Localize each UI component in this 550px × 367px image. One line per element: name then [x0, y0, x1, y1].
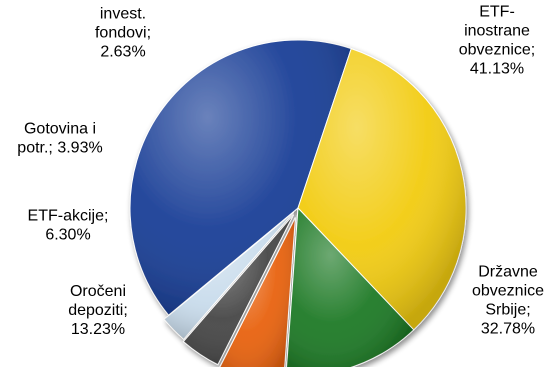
pie-slice-oroc-eni-depoziti	[286, 206, 415, 367]
pie-label-oroc-eni-depoziti: Oročeni depoziti; 13.23%	[68, 283, 128, 338]
pie-label-otvoreni-invest-fondovi: Otvoreniinvest.fondovi;2.63%	[93, 0, 153, 61]
pie-slice-etf-inostrane-obveznice	[129, 39, 352, 316]
pie-label-drz-avne-obveznice-srbije: Državne obveznice Srbije; 32.78%	[472, 264, 544, 338]
pie-label-etf-inostrane-obveznice: ETF-inostrane obveznice; 41.13%	[459, 4, 536, 78]
pie-label-gotovina-i-potr: Gotovina i potr.; 3.93%	[17, 121, 102, 157]
pie-slice-otvoreni-invest-fondovi	[163, 211, 295, 340]
pie-slice-etf-akcije	[219, 217, 296, 367]
pie-label-etf-akcije: ETF-akcije; 6.30%	[28, 208, 109, 244]
pie-slice-gotovina-i-potr	[182, 214, 294, 366]
pie-slice-drz-avne-obveznice-srbije	[297, 48, 467, 331]
